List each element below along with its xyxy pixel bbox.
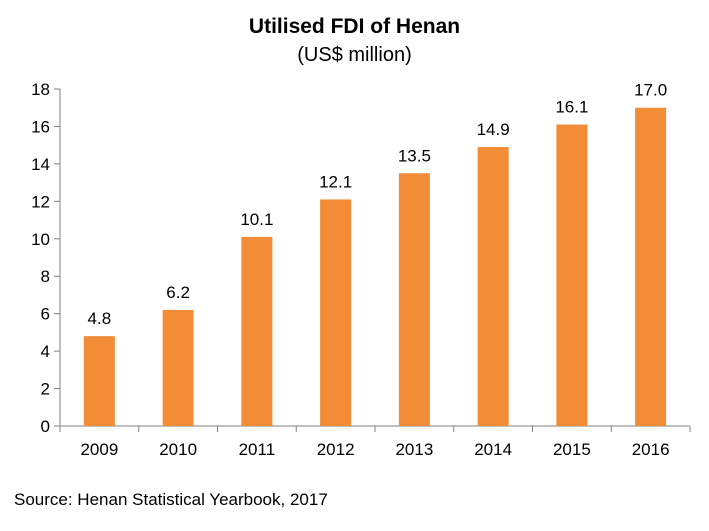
bar-2016 [635, 107, 667, 426]
data-label-2015: 16.1 [555, 98, 588, 117]
y-tick-label: 0 [41, 417, 50, 436]
x-tick-label-2015: 2015 [553, 440, 591, 459]
x-tick-label-2010: 2010 [159, 440, 197, 459]
x-tick-label-2013: 2013 [395, 440, 433, 459]
bar-2015 [556, 124, 588, 427]
y-tick-label: 2 [41, 380, 50, 399]
x-tick-label-2016: 2016 [632, 440, 670, 459]
y-tick-label: 14 [31, 155, 50, 174]
x-tick-label-2014: 2014 [474, 440, 512, 459]
source-note: Source: Henan Statistical Yearbook, 2017 [14, 490, 328, 509]
chart-title: Utilised FDI of Henan [248, 15, 461, 38]
x-tick-label-2011: 2011 [239, 440, 276, 459]
y-tick-label: 6 [41, 305, 50, 324]
y-tick-label: 4 [41, 342, 50, 361]
y-tick-label: 16 [31, 117, 50, 136]
data-label-2010: 6.2 [166, 283, 190, 302]
bar-2010 [162, 309, 194, 426]
x-tick-label-2012: 2012 [317, 440, 355, 459]
data-label-2012: 12.1 [319, 172, 352, 191]
bar-2009 [83, 336, 115, 426]
data-label-2013: 13.5 [398, 146, 431, 165]
data-labels: 4.8 6.2 10.1 12.1 13.5 14.9 16.1 17.0 [88, 81, 668, 328]
y-tick-label: 10 [31, 230, 50, 249]
y-tick-label: 18 [31, 80, 50, 99]
y-tick-label: 8 [41, 267, 50, 286]
bar-2012 [320, 199, 352, 426]
data-label-2016: 17.0 [634, 81, 667, 100]
data-label-2011: 10.1 [240, 210, 273, 229]
bar-2011 [241, 236, 273, 426]
data-label-2014: 14.9 [477, 120, 510, 139]
x-axis: 2009 2010 2011 2012 2013 2014 2015 2016 [59, 425, 691, 459]
bar-2014 [477, 147, 509, 427]
y-tick-label: 12 [31, 192, 50, 211]
chart-subtitle: (US$ million) [297, 44, 412, 66]
y-axis: 0 2 4 6 8 10 12 14 16 18 [31, 80, 61, 436]
bar-2013 [398, 173, 430, 426]
x-tick-label-2009: 2009 [80, 440, 118, 459]
bars [83, 107, 667, 427]
data-label-2009: 4.8 [88, 309, 112, 328]
